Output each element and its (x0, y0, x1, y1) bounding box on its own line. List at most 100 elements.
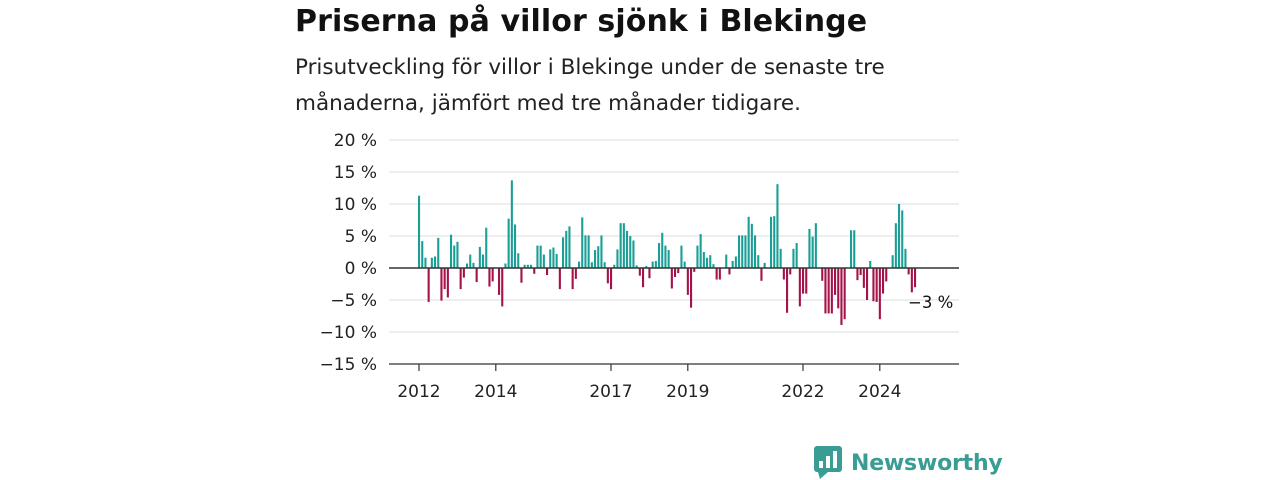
bar (824, 268, 827, 314)
chart-subtitle: Prisutveckling för villor i Blekinge und… (295, 55, 885, 116)
bar (578, 261, 581, 268)
bar (811, 236, 814, 268)
y-tick-label: 10 % (334, 195, 377, 215)
bar (680, 245, 683, 268)
bar (805, 268, 808, 294)
bar (709, 255, 712, 268)
bar (750, 223, 753, 268)
bar (440, 268, 443, 301)
bar (834, 268, 837, 295)
bar (677, 268, 680, 274)
bar (891, 255, 894, 268)
bar (693, 268, 696, 272)
y-tick-label: −10 % (320, 323, 377, 343)
bar (718, 268, 721, 280)
bar (808, 228, 811, 268)
bar (437, 237, 440, 268)
bar (731, 260, 734, 268)
bar (821, 268, 824, 281)
bar (443, 268, 446, 290)
bar (674, 268, 677, 277)
bar (648, 268, 651, 279)
bar (632, 240, 635, 268)
y-tick-label: −15 % (320, 355, 377, 375)
bar (827, 268, 830, 314)
bar (603, 262, 606, 268)
bar (869, 260, 872, 268)
bar (770, 216, 773, 268)
bar (744, 235, 747, 268)
bar (594, 250, 597, 268)
bar (664, 245, 667, 268)
bar (590, 262, 593, 268)
bar (734, 256, 737, 268)
bar (584, 235, 587, 268)
bar (610, 268, 613, 290)
y-tick-label: 15 % (334, 163, 377, 183)
bar (882, 268, 885, 294)
bar (840, 268, 843, 325)
bar (862, 268, 865, 288)
price-change-bar-chart: 20 %15 %10 %5 %0 %−5 %−10 %−15 % 2012 201… (320, 131, 959, 402)
bar (760, 268, 763, 281)
bar (635, 265, 638, 268)
bar (523, 264, 526, 268)
bar (782, 268, 785, 280)
newsworthy-logo: Newsworthy (814, 446, 1003, 480)
bar (619, 223, 622, 268)
x-tick-label: 2019 (666, 382, 709, 402)
bar (910, 268, 913, 293)
bar (830, 268, 833, 314)
x-tick-label: 2017 (589, 382, 632, 402)
bar (504, 263, 507, 268)
bar (773, 216, 776, 268)
bar (885, 268, 888, 282)
bar (907, 268, 910, 275)
bar (574, 268, 577, 279)
bar (622, 223, 625, 268)
page-title: Priserna på villor sjönk i Blekinge (295, 4, 868, 39)
bar (459, 268, 462, 290)
bar (654, 260, 657, 268)
bar (642, 268, 645, 288)
bar (754, 235, 757, 268)
bar (530, 264, 533, 268)
bar (475, 268, 478, 283)
bar (843, 268, 846, 320)
bar (706, 257, 709, 268)
bar (418, 195, 421, 268)
y-tick-label: −5 % (330, 291, 377, 311)
axes (389, 267, 959, 365)
bar (446, 268, 449, 298)
bar-chart-speech-bubble-icon (814, 446, 842, 479)
bar (638, 268, 641, 276)
bar (555, 253, 558, 268)
bar (859, 268, 862, 276)
bar (606, 268, 609, 284)
bar (853, 230, 856, 268)
bar (478, 246, 481, 268)
bar (482, 254, 485, 268)
grid-lines (389, 139, 959, 333)
bar (725, 254, 728, 268)
bar (510, 180, 513, 268)
bar (430, 257, 433, 268)
bar (546, 268, 549, 276)
bar (469, 254, 472, 268)
x-tick-label: 2024 (858, 382, 901, 402)
bar (581, 217, 584, 268)
bar (491, 268, 494, 282)
bar (747, 216, 750, 268)
bar (702, 252, 705, 268)
bar (894, 223, 897, 268)
bar (542, 254, 545, 268)
bar (802, 268, 805, 294)
bar (712, 264, 715, 268)
bar (613, 264, 616, 268)
bar (565, 230, 568, 268)
bar (450, 234, 453, 268)
bar (466, 263, 469, 268)
x-tick-label: 2012 (397, 382, 440, 402)
x-tick-labels: 2012 2014 2017 2019 2022 2024 (397, 364, 901, 402)
bar (629, 236, 632, 268)
